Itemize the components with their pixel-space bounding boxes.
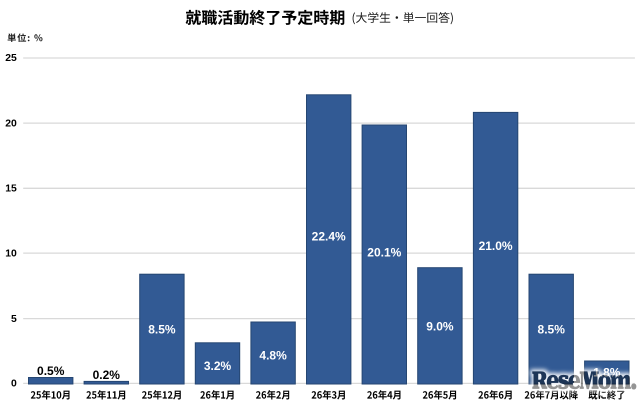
svg-text:21.0%: 21.0% <box>479 239 513 253</box>
svg-text:10: 10 <box>5 248 17 259</box>
svg-text:22.4%: 22.4% <box>312 230 346 244</box>
svg-text:4.8%: 4.8% <box>259 349 287 363</box>
svg-text:8.5%: 8.5% <box>148 323 176 337</box>
svg-text:5: 5 <box>11 314 17 325</box>
svg-text:0.5%: 0.5% <box>37 364 65 378</box>
svg-text:9.0%: 9.0% <box>426 319 454 333</box>
svg-text:0.2%: 0.2% <box>93 368 121 382</box>
svg-text:0: 0 <box>11 379 17 390</box>
svg-text:15: 15 <box>5 184 17 195</box>
svg-text:20.1%: 20.1% <box>367 245 401 259</box>
svg-text:3.2%: 3.2% <box>204 359 232 373</box>
svg-text:25: 25 <box>5 53 17 64</box>
svg-text:8.5%: 8.5% <box>538 323 566 337</box>
svg-text:20: 20 <box>5 118 17 129</box>
